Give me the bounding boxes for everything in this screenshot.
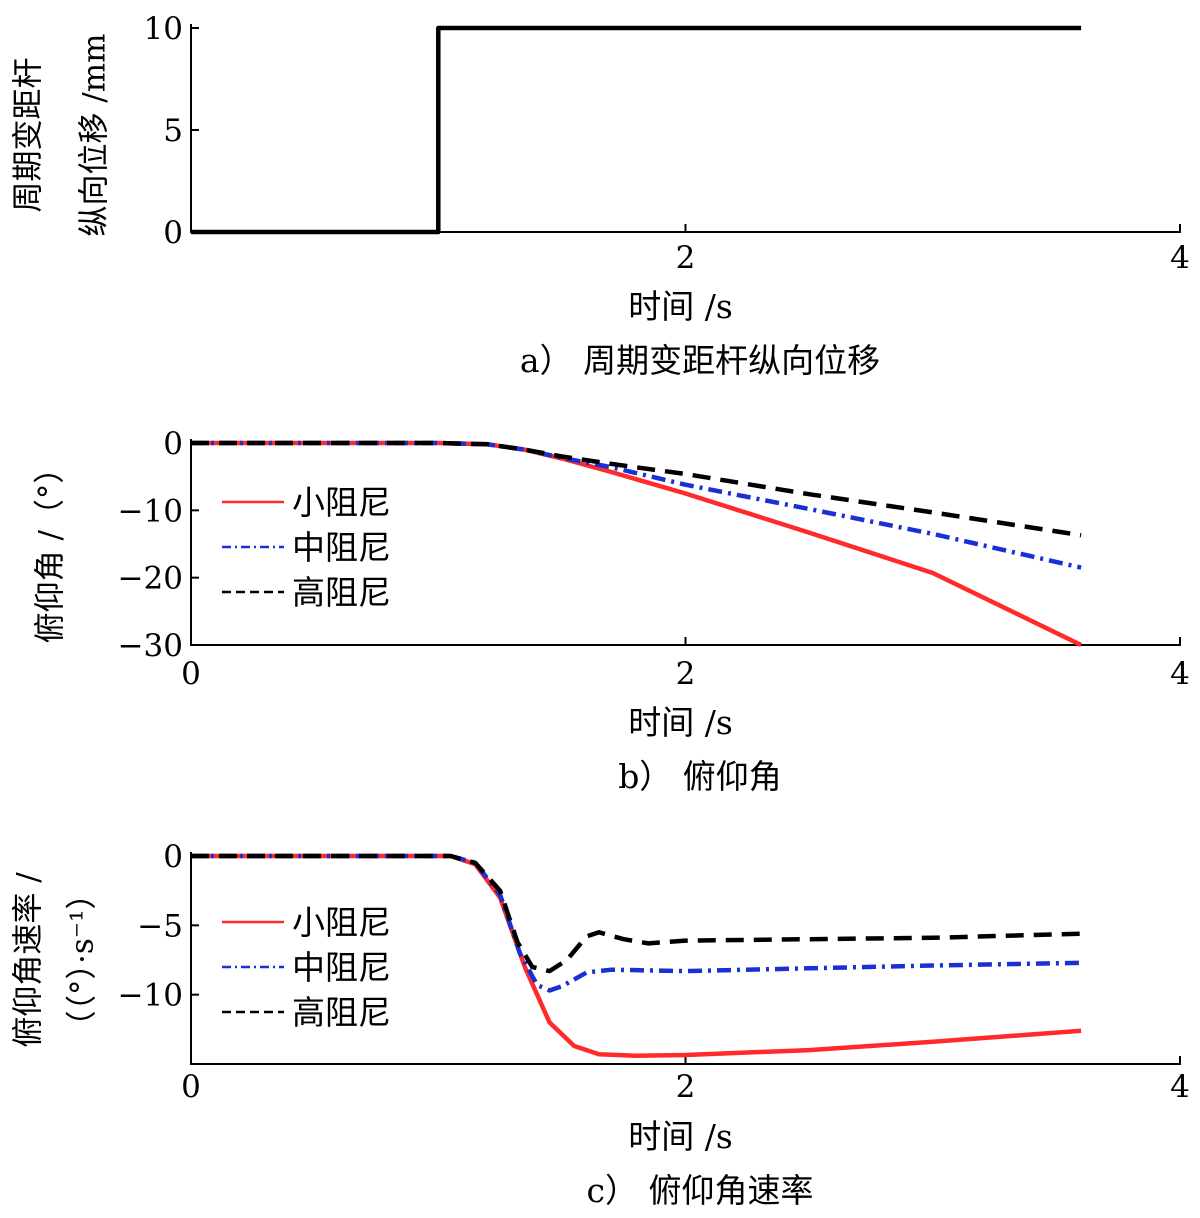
x-tick-label: 4 — [1170, 1069, 1190, 1105]
x-tick-label: 0 — [181, 656, 201, 692]
y-axis-label: 纵向位移 /mm — [77, 33, 113, 236]
x-tick-label: 4 — [1170, 240, 1190, 276]
y-tick-label: −5 — [137, 908, 183, 944]
y-axis-label: 俯仰角 /（°） — [33, 453, 69, 644]
series-line-3 — [191, 440, 1082, 538]
legend-label: 高阻尼 — [292, 573, 391, 612]
series-line-3 — [191, 853, 1082, 974]
series-line-1 — [191, 25, 1082, 235]
y-axis-label: 周期变距杆 — [11, 58, 47, 213]
chart-caption: a） 周期变距杆纵向位移 — [520, 341, 880, 380]
y-tick-label: −10 — [118, 978, 183, 1014]
axis-frame — [190, 24, 1181, 233]
y-tick-label: 0 — [163, 215, 183, 251]
chart-1: 2 4 0 5 10 时间 /s 周期变距杆 纵向位移 /mm a） 周期变距杆纵向位移 — [11, 11, 1190, 380]
y-tick-label: 0 — [163, 839, 183, 875]
series-line-2 — [191, 440, 1082, 570]
y-tick-label: −10 — [118, 493, 183, 529]
y-tick-label: −30 — [118, 628, 183, 664]
legend-label: 小阻尼 — [292, 903, 391, 942]
x-axis-label: 时间 /s — [628, 1117, 733, 1156]
x-axis-label: 时间 /s — [628, 287, 733, 326]
x-tick-label: 2 — [676, 1069, 696, 1105]
legend-label: 高阻尼 — [292, 993, 391, 1032]
legend-label: 中阻尼 — [292, 948, 391, 987]
x-axis-label: 时间 /s — [628, 703, 733, 742]
x-tick-label: 0 — [181, 1069, 201, 1105]
y-tick-label: 0 — [163, 426, 183, 462]
x-tick-label: 4 — [1170, 656, 1190, 692]
x-tick-label: 2 — [676, 656, 696, 692]
x-tick-label: 2 — [676, 240, 696, 276]
y-axis-label: 俯仰角速率 / — [11, 872, 47, 1048]
y-tick-label: 10 — [144, 11, 183, 47]
chart-caption: c） 俯仰角速率 — [587, 1171, 814, 1210]
legend-label: 中阻尼 — [292, 528, 391, 567]
legend-label: 小阻尼 — [292, 483, 391, 522]
y-tick-label: −20 — [118, 561, 183, 597]
y-tick-label: 5 — [163, 113, 183, 149]
y-axis-label: （（°）·s⁻¹） — [65, 878, 101, 1041]
chart-caption: b） 俯仰角 — [618, 757, 782, 796]
